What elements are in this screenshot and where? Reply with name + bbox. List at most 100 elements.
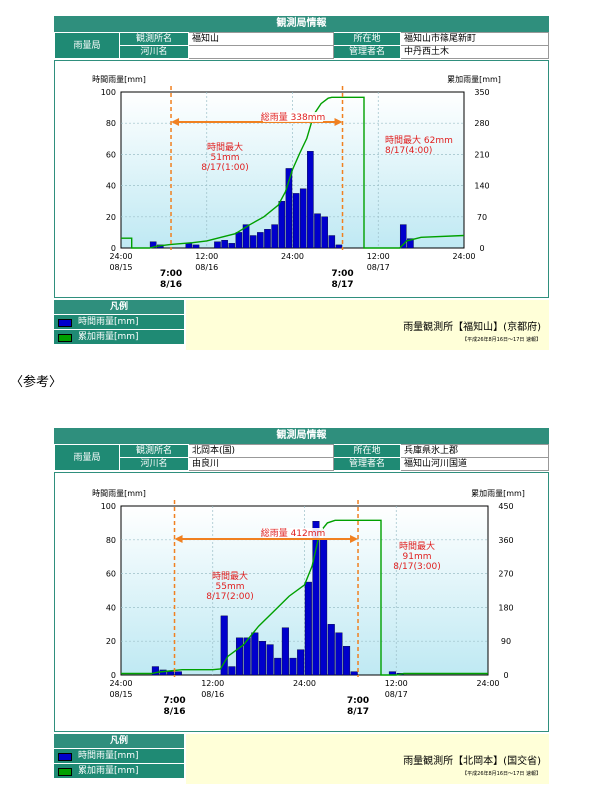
station-caption: 雨量観測所【福知山】(京都府) — [403, 322, 541, 333]
y-tick-right-label: 0 — [503, 671, 508, 680]
panel-header: 観測局情報 — [54, 16, 549, 32]
y-tick-left-label: 100 — [101, 502, 116, 511]
hourly-bar — [281, 627, 289, 676]
manager-label: 管理者名 — [333, 457, 401, 471]
arrow-head-right-icon — [334, 118, 343, 126]
category-label: 雨量局 — [54, 444, 120, 471]
period-caption: 【平成26年8月16日～17日 速報】 — [462, 771, 541, 777]
y-tick-right-label: 350 — [474, 88, 489, 97]
hourly-bar — [266, 644, 274, 676]
arrow-head-left-icon — [174, 535, 183, 543]
hourly-bar — [297, 649, 305, 676]
location-label: 所在地 — [333, 32, 401, 46]
period-caption: 【平成26年8月16日～17日 速報】 — [462, 337, 541, 343]
hourly-bar — [274, 657, 282, 676]
hourly-bar — [327, 624, 335, 676]
y-tick-right-label: 360 — [498, 536, 513, 545]
max-rainfall-label: 8/17(1:00) — [201, 163, 248, 173]
y-tick-left-label: 60 — [106, 150, 116, 159]
x-tick-date-label: 08/17 — [385, 690, 408, 699]
hourly-bar — [220, 615, 228, 676]
y-tick-left-label: 0 — [111, 244, 116, 253]
station-name-label: 観測所名 — [119, 32, 189, 46]
x-tick-date-label: 08/16 — [201, 690, 224, 699]
marker-time-label: 7:00 — [160, 269, 182, 279]
hourly-bar — [228, 666, 236, 676]
hourly-bar — [243, 637, 251, 676]
y-axis-right-title: 累加雨量[mm] — [447, 74, 501, 84]
y-tick-right-label: 180 — [498, 603, 513, 612]
location-value: 福知山市篠尾新町 — [400, 32, 549, 46]
station-name-value: 福知山 — [188, 32, 334, 46]
hourly-bar — [221, 239, 228, 249]
x-tick-time-label: 12:00 — [195, 252, 218, 261]
station-name-value: 北岡本(国) — [188, 444, 334, 458]
max-rainfall-label: 8/17(2:00) — [206, 592, 253, 602]
legend: 凡例 時間雨量[mm] 累加雨量[mm] 雨量観測所【福知山】(京都府) 【平成… — [54, 300, 549, 350]
hourly-bar — [151, 666, 159, 676]
hourly-bar — [307, 151, 314, 249]
max-rainfall-label: 時間最大 — [212, 570, 248, 582]
y-tick-right-label: 210 — [474, 150, 489, 159]
category-label: 雨量局 — [54, 32, 120, 59]
cumulative-line — [121, 519, 488, 676]
marker-date-label: 8/16 — [163, 707, 185, 717]
max-rainfall-label: 時間最大 62mm — [385, 134, 453, 146]
hourly-bar — [328, 235, 336, 249]
hourly-bar — [251, 632, 259, 676]
legend-hourly: 時間雨量[mm] — [54, 315, 184, 329]
hourly-bar — [399, 224, 407, 249]
hourly-bar — [292, 193, 300, 249]
cumulative-line — [121, 96, 465, 249]
chart-box: 7:00 8/16 7:00 8/17 0 20 40 60 80 100 0 90 180 270 360… — [54, 472, 549, 732]
green-swatch-icon — [58, 768, 72, 776]
marker-date-label: 8/17 — [347, 707, 369, 717]
max-rainfall-label: 8/17(3:00) — [393, 562, 440, 572]
legend-cumulative: 累加雨量[mm] — [54, 764, 184, 778]
max-rainfall-label: 時間最大 — [399, 540, 435, 552]
hourly-bar — [242, 224, 250, 249]
y-tick-right-label: 70 — [477, 213, 487, 222]
x-tick-time-label: 24:00 — [476, 679, 499, 688]
hourly-bar — [312, 521, 320, 676]
arrow-head-right-icon — [350, 535, 359, 543]
rainfall-chart: 7:008/167:008/17020406080100070140210280… — [92, 74, 501, 290]
y-tick-left-label: 40 — [106, 182, 116, 191]
hourly-bar — [167, 671, 175, 676]
legend-station-box: 雨量観測所【北岡本】(国交省) 【平成26年8月16日～17日 速報】 — [186, 734, 549, 784]
hourly-bar — [278, 200, 286, 249]
marker-time-label: 7:00 — [347, 696, 369, 706]
legend-title: 凡例 — [54, 300, 184, 314]
legend-station-box: 雨量観測所【福知山】(京都府) 【平成26年8月16日～17日 速報】 — [186, 300, 549, 350]
location-label: 所在地 — [333, 444, 401, 458]
hourly-bar — [185, 243, 193, 249]
y-axis-left-title: 時間雨量[mm] — [92, 489, 146, 498]
manager-value: 中丹西土木 — [400, 45, 549, 59]
manager-label: 管理者名 — [333, 45, 401, 59]
location-value: 兵庫県氷上郡 — [400, 444, 549, 458]
hourly-bar — [192, 244, 200, 249]
marker-time-label: 7:00 — [163, 696, 185, 706]
x-tick-time-label: 12:00 — [201, 679, 224, 688]
y-tick-left-label: 80 — [106, 119, 116, 128]
hourly-bar — [343, 646, 351, 676]
blue-swatch-icon — [58, 319, 72, 327]
y-tick-right-label: 280 — [474, 119, 489, 128]
x-tick-date-label: 08/15 — [109, 690, 132, 699]
hourly-bar — [214, 241, 221, 249]
hourly-bar — [257, 232, 264, 249]
hourly-bar — [314, 213, 321, 249]
max-rainfall-label: 91mm — [403, 552, 432, 562]
total-label-bg — [263, 112, 323, 122]
y-tick-left-label: 20 — [106, 637, 116, 646]
y-tick-left-label: 80 — [106, 536, 116, 545]
river-label: 河川名 — [119, 457, 189, 471]
green-swatch-icon — [58, 334, 72, 342]
hourly-bar — [235, 637, 244, 676]
hourly-bar — [228, 243, 236, 249]
hourly-bar — [235, 232, 243, 249]
y-tick-right-label: 90 — [501, 637, 511, 646]
hourly-bar — [285, 168, 293, 249]
max-rainfall-label: 51mm — [211, 153, 240, 163]
legend-cumulative-label: 累加雨量[mm] — [78, 766, 139, 776]
